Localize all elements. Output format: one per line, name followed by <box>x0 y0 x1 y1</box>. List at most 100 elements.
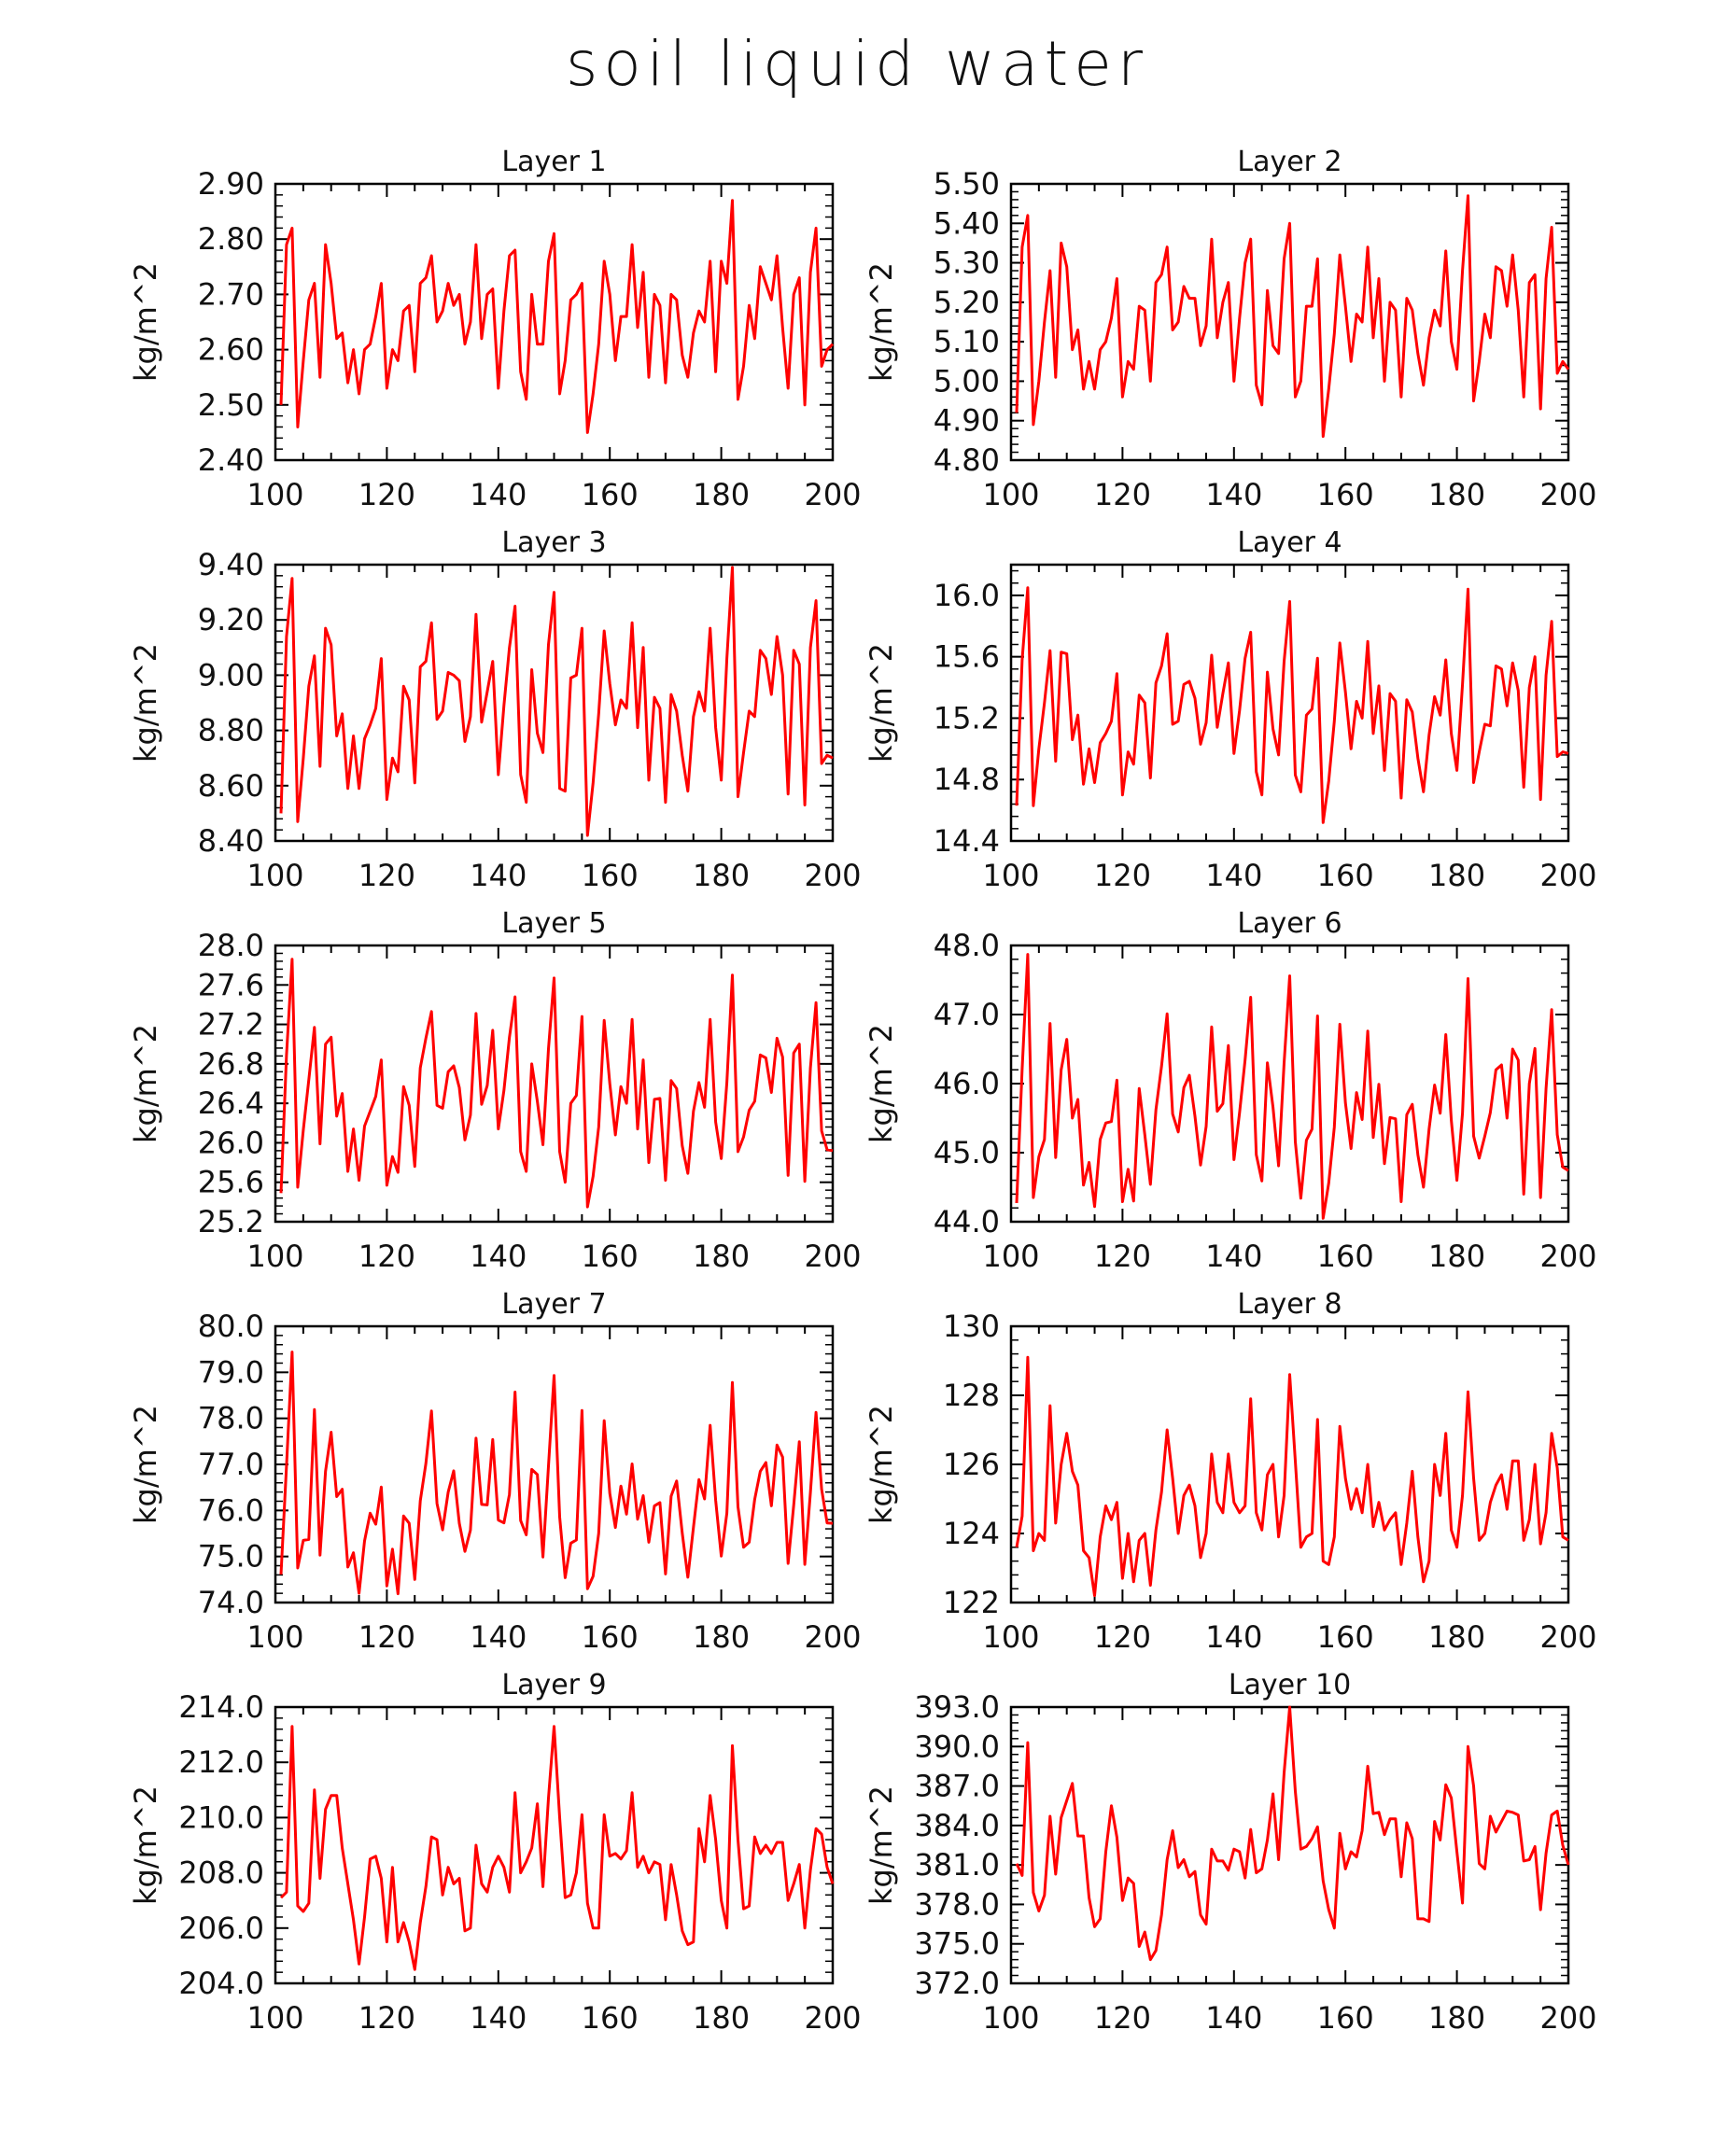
y-tick-label: 375.0 <box>914 1926 1000 1962</box>
x-tick-label: 200 <box>1539 477 1596 512</box>
y-tick-label: 128 <box>943 1378 1000 1413</box>
x-tick-label: 140 <box>470 858 527 893</box>
y-tick-label: 2.50 <box>198 387 264 423</box>
x-tick-label: 160 <box>1317 1239 1374 1274</box>
x-tick-label: 160 <box>582 1239 639 1274</box>
y-tick-label: 381.0 <box>914 1847 1000 1883</box>
y-tick-label: 8.40 <box>198 823 264 859</box>
chart-panel-9: Layer 9 100 120 140 160 180 200 204.0 206.0 208.0… <box>128 1669 862 2036</box>
panel-title: Layer 10 <box>1229 1669 1351 1701</box>
chart-panel-2: Layer 2 100 120 140 160 180 200 4.804.90 5.00 5.1… <box>864 146 1597 512</box>
y-tick-label: 14.8 <box>934 762 1000 797</box>
y-tick-label: 5.40 <box>934 205 1000 241</box>
x-tick-label: 100 <box>982 1239 1039 1274</box>
chart-panel-4: Layer 4 100 120 140 160 180 200 14.4 14.8 15.2 15.… <box>864 526 1597 893</box>
x-tick-label: 200 <box>804 477 861 512</box>
x-tick-label: 100 <box>246 1239 303 1274</box>
y-tick-label: 15.6 <box>934 639 1000 675</box>
series-line <box>1015 194 1570 439</box>
panel-title: Layer 8 <box>1237 1288 1342 1321</box>
y-axis-label: kg/m^2 <box>128 1024 163 1143</box>
y-tick-label: 2.60 <box>198 332 264 368</box>
y-tick-label: 15.2 <box>934 700 1000 735</box>
y-tick-label: 8.60 <box>198 768 264 804</box>
x-tick-label: 160 <box>582 2000 639 2036</box>
x-tick-label: 120 <box>1094 2000 1151 2036</box>
plot-frame <box>1009 1705 1570 1985</box>
y-tick-label: 204.0 <box>178 1966 264 2001</box>
x-tick-label: 180 <box>1428 1239 1485 1274</box>
y-axis-label: kg/m^2 <box>864 1405 899 1524</box>
y-tick-label: 384.0 <box>914 1808 1000 1843</box>
x-tick-label: 180 <box>1428 2000 1485 2036</box>
x-tick-label: 100 <box>246 858 303 893</box>
y-tick-label: 4.90 <box>934 403 1000 439</box>
series-line <box>1015 953 1569 1220</box>
plot-frame <box>1009 1324 1570 1604</box>
y-tick-label: 79.0 <box>198 1354 264 1390</box>
y-tick-label: 80.0 <box>198 1309 264 1344</box>
y-tick-label: 206.0 <box>178 1911 264 1946</box>
plot-frame <box>274 1324 835 1604</box>
panel-title: Layer 3 <box>501 526 606 559</box>
y-tick-label: 4.80 <box>934 442 1000 478</box>
x-tick-label: 180 <box>693 2000 750 2036</box>
y-tick-label: 5.30 <box>934 245 1000 281</box>
y-tick-label: 76.0 <box>198 1492 264 1528</box>
x-tick-label: 120 <box>1094 858 1151 893</box>
x-tick-label: 200 <box>1539 1239 1596 1274</box>
x-tick-label: 140 <box>1205 477 1262 512</box>
x-tick-label: 100 <box>246 1619 303 1655</box>
chart-panel-3: Layer 3 100 120 140 160 180 200 8.40 8.60 8.80 9.0… <box>128 526 862 893</box>
y-tick-label: 44.0 <box>934 1204 1000 1239</box>
series-line <box>279 199 835 434</box>
panel-title: Layer 7 <box>501 1288 606 1321</box>
y-tick-label: 26.0 <box>198 1125 264 1160</box>
x-tick-label: 120 <box>1094 1619 1151 1655</box>
y-tick-label: 48.0 <box>934 928 1000 963</box>
x-tick-label: 100 <box>246 2000 303 2036</box>
x-tick-label: 120 <box>358 1239 415 1274</box>
y-tick-label: 390.0 <box>914 1729 1000 1764</box>
panel-title: Layer 9 <box>501 1669 606 1701</box>
figure-title: soil liquid water <box>565 28 1149 100</box>
y-tick-label: 77.0 <box>198 1447 264 1482</box>
x-tick-label: 180 <box>693 1619 750 1655</box>
x-tick-label: 120 <box>1094 477 1151 512</box>
panel-title: Layer 2 <box>1237 146 1342 178</box>
y-axis-label: kg/m^2 <box>864 643 899 763</box>
y-tick-label: 122 <box>943 1585 1000 1620</box>
x-tick-label: 100 <box>982 2000 1039 2036</box>
series-line <box>279 958 834 1209</box>
x-tick-label: 180 <box>693 477 750 512</box>
panel-title: Layer 5 <box>501 907 606 940</box>
x-tick-label: 200 <box>804 1239 861 1274</box>
panel-title: Layer 1 <box>501 146 606 178</box>
x-tick-label: 200 <box>1539 1619 1596 1655</box>
x-tick-label: 120 <box>1094 1239 1151 1274</box>
series-line <box>1015 586 1569 824</box>
y-tick-label: 9.20 <box>198 602 264 637</box>
y-tick-label: 214.0 <box>178 1689 264 1725</box>
panel-title: Layer 6 <box>1237 907 1342 940</box>
x-tick-label: 140 <box>470 1619 527 1655</box>
y-tick-label: 210.0 <box>178 1799 264 1835</box>
x-tick-label: 100 <box>982 858 1039 893</box>
panel-title: Layer 4 <box>1237 526 1342 559</box>
y-tick-label: 46.0 <box>934 1066 1000 1101</box>
x-tick-label: 120 <box>358 2000 415 2036</box>
x-tick-label: 180 <box>693 858 750 893</box>
y-axis-label: kg/m^2 <box>128 262 163 382</box>
x-tick-label: 180 <box>1428 858 1485 893</box>
x-tick-label: 200 <box>804 2000 861 2036</box>
y-tick-label: 126 <box>943 1447 1000 1482</box>
x-tick-label: 140 <box>1205 858 1262 893</box>
y-tick-label: 25.6 <box>198 1165 264 1200</box>
y-tick-label: 372.0 <box>914 1966 1000 2001</box>
x-tick-label: 200 <box>1539 858 1596 893</box>
x-tick-label: 100 <box>982 477 1039 512</box>
y-tick-label: 9.40 <box>198 547 264 582</box>
plot-frame <box>274 182 835 462</box>
x-tick-label: 180 <box>693 1239 750 1274</box>
